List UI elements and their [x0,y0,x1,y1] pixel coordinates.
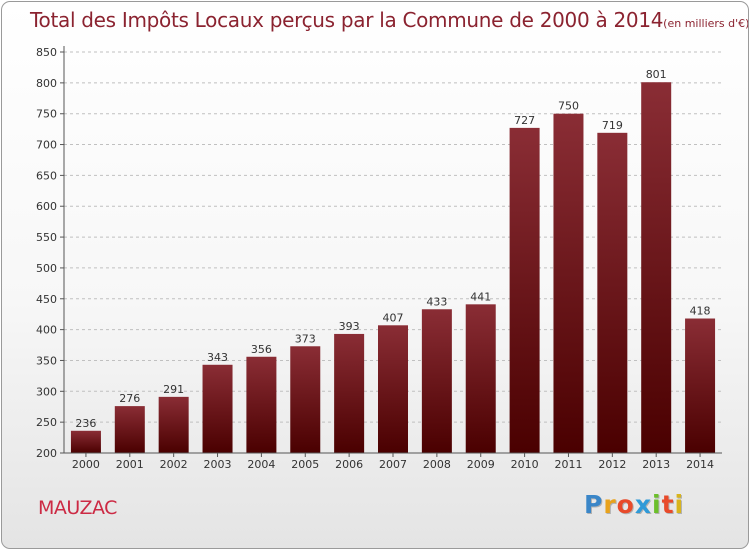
chart-title-unit: (en milliers d'€) [663,17,749,30]
y-tick-label: 250 [36,416,57,429]
logo-letter: x [634,490,652,519]
data-label: 727 [514,114,535,127]
y-tick-label: 400 [36,324,57,337]
bar [509,127,540,454]
data-label: 356 [251,343,272,356]
bar [597,132,628,453]
y-tick-label: 850 [36,46,57,59]
y-tick-label: 550 [36,231,57,244]
bar [114,406,145,453]
logo-letter: t [661,490,675,519]
y-tick-label: 700 [36,139,57,152]
x-tick-label: 2004 [247,458,275,471]
x-tick-label: 2006 [335,458,363,471]
y-tick-label: 200 [36,447,57,460]
logo-letter: o [616,490,635,519]
data-label: 393 [339,320,360,333]
x-tick-label: 2013 [642,458,670,471]
data-label: 407 [383,311,404,324]
logo-letter: i [652,490,662,519]
logo-letter: P [584,490,604,519]
y-tick-label: 750 [36,108,57,121]
commune-name: MAUZAC [38,497,117,519]
bar [290,346,321,453]
bar [158,396,189,453]
bar [70,430,101,453]
logo-letter: i [674,490,685,519]
data-label: 291 [163,383,184,396]
data-label: 433 [426,295,447,308]
x-tick-label: 2011 [554,458,582,471]
x-tick-label: 2007 [379,458,407,471]
x-tick-label: 2008 [423,458,451,471]
data-label: 801 [646,68,667,81]
y-tick-label: 500 [36,262,57,275]
bar [553,113,584,453]
bar [202,364,233,453]
x-tick-label: 2005 [291,458,319,471]
bar [421,309,452,453]
bar [685,318,716,453]
x-tick-label: 2000 [72,458,100,471]
y-tick-label: 600 [36,200,57,213]
data-label: 750 [558,100,579,113]
y-tick-label: 350 [36,354,57,367]
bar [465,304,496,453]
logo-letter: r [603,490,617,519]
data-label: 418 [690,305,711,318]
y-tick-label: 300 [36,385,57,398]
data-label: 343 [207,351,228,364]
proxiti-logo: Proxiti [584,490,684,519]
chart-title: Total des Impôts Locaux perçus par la Co… [30,8,749,32]
y-tick-label: 450 [36,293,57,306]
bar [641,82,672,453]
bar [334,333,365,453]
y-tick-label: 650 [36,169,57,182]
x-tick-label: 2012 [598,458,626,471]
bar [378,325,408,453]
bars [70,82,716,454]
chart-title-text: Total des Impôts Locaux perçus par la Co… [30,8,664,32]
x-tick-label: 2010 [511,458,539,471]
data-label: 719 [602,119,623,132]
bar [246,356,277,453]
x-tick-label: 2009 [467,458,495,471]
axes [60,46,722,457]
labels: 200 250 300 350 400 450 500 550 600 650 700 750 800 8… [36,46,714,471]
x-tick-label: 2002 [160,458,188,471]
data-label: 236 [75,417,96,430]
data-label: 276 [119,392,140,405]
x-tick-label: 2014 [686,458,714,471]
x-tick-label: 2001 [116,458,144,471]
data-label: 373 [295,332,316,345]
data-label: 441 [470,290,491,303]
x-tick-label: 2003 [204,458,232,471]
y-tick-label: 800 [36,77,57,90]
